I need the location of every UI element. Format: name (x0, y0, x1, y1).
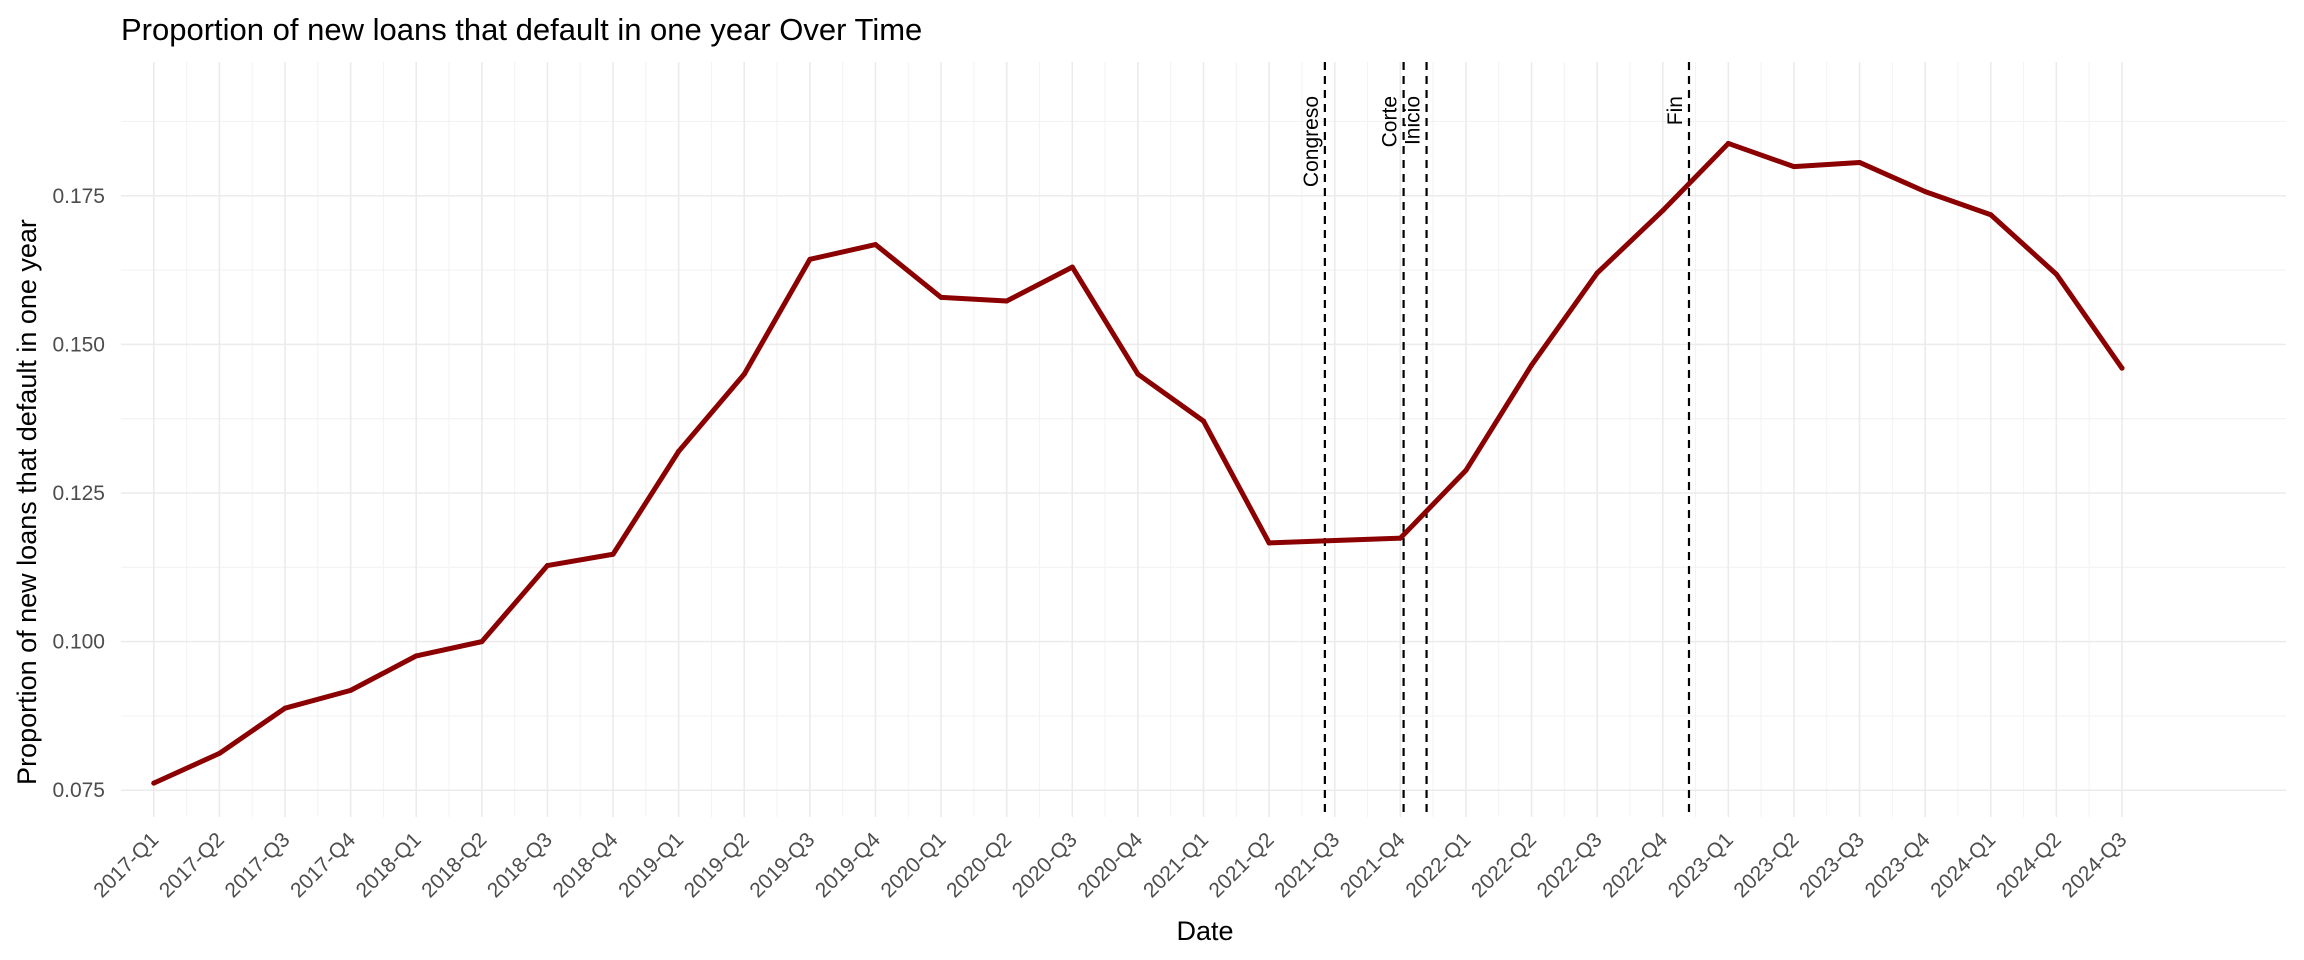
data-point (1266, 540, 1272, 546)
data-point (1725, 140, 1731, 146)
data-point (1069, 264, 1075, 270)
data-point (2053, 271, 2059, 277)
data-point (544, 563, 550, 569)
y-tick-label: 0.125 (52, 482, 105, 505)
data-point (807, 256, 813, 262)
annotation-lines: Congreso Corte Inicio Fin (1300, 62, 1691, 817)
data-point (2119, 365, 2125, 371)
data-point (1529, 362, 1535, 368)
annotation-label: Congreso (1300, 96, 1323, 187)
data-points (151, 140, 2125, 786)
data-point (151, 780, 157, 786)
data-point (872, 242, 878, 248)
data-point (1791, 164, 1797, 170)
y-axis: 0.075 0.100 0.125 0.150 0.175 (52, 185, 105, 802)
annotation-label: Fin (1664, 96, 1687, 125)
data-point (1004, 298, 1010, 304)
data-point (1332, 538, 1338, 544)
data-point (216, 750, 222, 756)
data-point (1135, 371, 1141, 377)
data-point (1857, 159, 1863, 165)
data-point (413, 653, 419, 659)
data-point (938, 294, 944, 300)
data-point (741, 371, 747, 377)
data-point (1397, 535, 1403, 541)
data-point (1988, 212, 1994, 218)
data-point (1660, 208, 1666, 214)
y-tick-label: 0.100 (52, 631, 105, 654)
data-point (1463, 467, 1469, 473)
x-axis-title: Date (1176, 916, 1233, 946)
data-point (676, 448, 682, 454)
y-tick-label: 0.075 (52, 779, 105, 802)
y-tick-label: 0.175 (52, 185, 105, 208)
data-point (479, 639, 485, 645)
data-point (1922, 189, 1928, 195)
data-point (610, 551, 616, 557)
data-point (348, 687, 354, 693)
y-tick-label: 0.150 (52, 333, 105, 356)
data-point (1594, 270, 1600, 276)
y-axis-title: Proportion of new loans that default in … (12, 219, 42, 785)
data-point (1201, 418, 1206, 424)
annotation-label: Corte (1379, 96, 1402, 147)
annotation-label: Inicio (1402, 96, 1425, 145)
chart-title: Proportion of new loans that default in … (121, 12, 922, 47)
data-point (282, 705, 288, 711)
